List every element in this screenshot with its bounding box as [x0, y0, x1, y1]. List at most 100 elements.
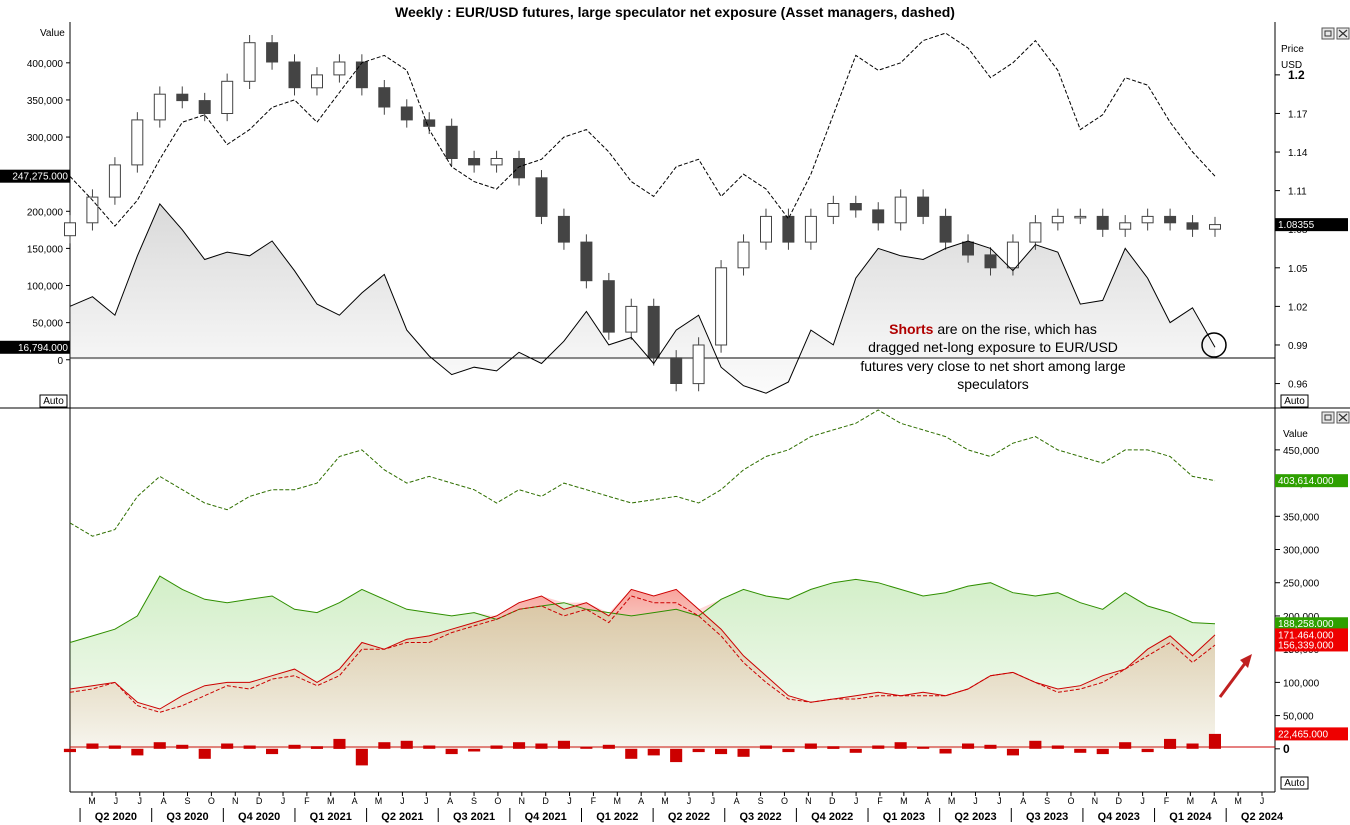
lower-right-axis-label: Value — [1283, 429, 1308, 440]
month-label: A — [161, 796, 167, 806]
upper-left-value-tag-top-bg — [0, 169, 70, 183]
close-icon[interactable] — [1336, 411, 1350, 424]
annotation-line-1: Shorts are on the rise, which has — [889, 321, 1097, 337]
month-label: J — [400, 796, 405, 806]
month-label: A — [1020, 796, 1026, 806]
month-label: N — [805, 796, 812, 806]
auto-button-upper-left[interactable]: Auto — [39, 394, 68, 408]
month-label: J — [424, 796, 429, 806]
shorts-asset-managers-tag-bg — [1275, 638, 1348, 652]
upper-left-value-tag-top: 247,275.000 — [12, 172, 68, 183]
weekly-change-bar — [221, 743, 234, 749]
candle-body — [849, 203, 862, 211]
close-icon[interactable] — [1336, 27, 1350, 40]
candle-body — [423, 119, 436, 127]
candle-body — [872, 209, 885, 224]
auto-button-upper-right[interactable]: Auto — [1280, 394, 1309, 408]
shorts-above-longs-area — [474, 589, 722, 620]
weekly-change-bar — [86, 743, 99, 749]
asset-managers-line — [69, 32, 1216, 227]
month-label: O — [1067, 796, 1074, 806]
weekly-change-bar — [1029, 740, 1042, 749]
weekly-change-bar — [131, 748, 144, 756]
candle-body — [647, 305, 660, 359]
upper-left-tick-label: 100,000 — [27, 282, 64, 293]
quarter-label: Q2 2020 — [95, 811, 137, 823]
month-label: A — [638, 796, 644, 806]
weekly-change-bar — [355, 748, 368, 766]
candle-body — [243, 42, 256, 82]
weekly-change-bar — [894, 742, 907, 749]
candle-body — [333, 61, 346, 76]
lower-right-tick-label: 300,000 — [1283, 546, 1320, 557]
weekly-change-bar — [1119, 742, 1132, 749]
weekly-change-bar — [1164, 738, 1177, 749]
month-label: D — [829, 796, 836, 806]
candle-body — [445, 125, 458, 160]
annotation-line-2: dragged net-long exposure to EUR/USD — [868, 339, 1118, 355]
quarter-label: Q2 2024 — [1241, 811, 1284, 823]
weekly-change-bar — [1208, 733, 1221, 749]
weekly-change-bar — [1006, 748, 1019, 756]
month-label: N — [1092, 796, 1099, 806]
candle-body — [1141, 215, 1154, 224]
weekly-change-bar — [378, 742, 391, 749]
month-label: S — [471, 796, 477, 806]
candle-body — [782, 215, 795, 243]
trend-arrow — [1218, 654, 1252, 698]
weekly-change-bar — [670, 748, 683, 763]
upper-left-tick-label: 150,000 — [27, 244, 64, 255]
month-label: A — [447, 796, 453, 806]
month-label: F — [591, 796, 597, 806]
month-label: M — [661, 796, 669, 806]
quarter-label: Q1 2022 — [596, 811, 638, 823]
candle-body — [153, 93, 166, 121]
quarter-label: Q2 2023 — [954, 811, 996, 823]
annotation-line-3: futures very close to net short among la… — [860, 358, 1126, 374]
lower-right-tick-label: 0 — [1283, 742, 1290, 756]
weekly-change-bar — [153, 742, 166, 749]
auto-button-lower-right[interactable]: Auto — [1280, 776, 1309, 790]
candle-body — [894, 196, 907, 224]
lower-panel-series — [63, 409, 1221, 766]
month-label: J — [1260, 796, 1265, 806]
restore-icon[interactable] — [1321, 411, 1335, 424]
restore-icon[interactable] — [1321, 27, 1335, 40]
candle-body — [760, 215, 772, 243]
lower-window-buttons — [1321, 411, 1350, 424]
candle-body — [715, 267, 728, 346]
candle-body — [198, 100, 211, 114]
candle-body — [580, 241, 593, 282]
candle-body — [670, 357, 683, 384]
month-label: J — [1140, 796, 1145, 806]
upper-right-tick-label: 1.17 — [1288, 109, 1308, 120]
lower-right-tick-label: 100,000 — [1283, 678, 1320, 689]
weekly-change-bar — [1141, 748, 1154, 753]
weekly-change-bar — [1186, 743, 1199, 749]
weekly-change-bar — [513, 742, 526, 749]
weekly-change-bar — [939, 748, 952, 754]
month-label: A — [925, 796, 931, 806]
upper-right-price-tag-bg — [1275, 218, 1348, 232]
month-label: D — [1115, 796, 1122, 806]
month-label: A — [352, 796, 358, 806]
weekly-change-bar — [1051, 745, 1064, 749]
weekly-change-bar — [333, 738, 346, 749]
candle-body — [1029, 222, 1042, 243]
open-interest-tag-bg — [1275, 474, 1348, 488]
quarter-label: Q4 2020 — [238, 811, 280, 823]
weekly-change-bar — [580, 746, 593, 749]
month-label: M — [327, 796, 335, 806]
candle-body — [311, 74, 323, 89]
month-label: S — [185, 796, 191, 806]
upper-window-buttons — [1321, 27, 1350, 40]
shorts-tag: 171,464.000 — [1278, 630, 1334, 641]
month-label: F — [304, 796, 310, 806]
month-label: J — [114, 796, 119, 806]
weekly-change-bar — [468, 748, 481, 752]
shorts-asset-managers-tag: 156,339.000 — [1278, 640, 1334, 651]
net-long-line — [69, 202, 1216, 394]
weekly-change-bar — [872, 745, 885, 749]
upper-left-value-tag-bottom-bg — [0, 340, 70, 354]
lower-right-tick-label: 50,000 — [1283, 712, 1314, 723]
